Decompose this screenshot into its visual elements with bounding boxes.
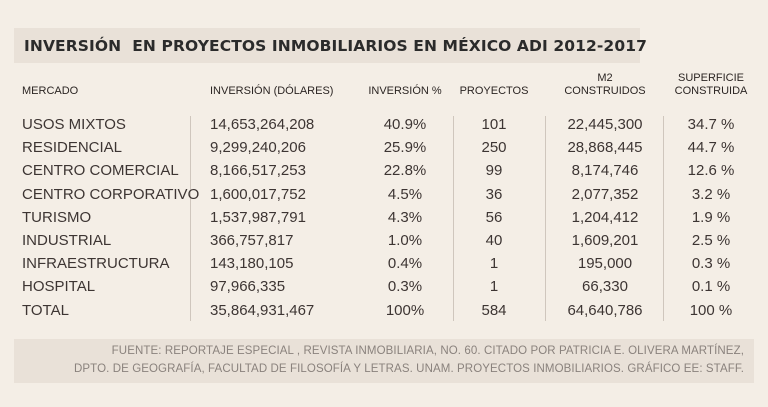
table-cell-inversion-dolares: 366,757,817 [210,232,294,249]
column-divider [453,116,454,321]
table-cell-proyectos: 101 [481,116,507,133]
table-cell-mercado: CENTRO COMERCIAL [22,162,179,180]
table-cell-inversion-pct: 40.9% [383,116,427,133]
col-header-mercado: MERCADO [22,85,79,97]
table-cell-inversion-dolares: 8,166,517,253 [210,162,306,180]
table-cell-inversion-dolares: 35,864,931,467 [210,301,315,319]
table-cell-superficie-construida: 44.7 % [687,139,735,157]
table-cell-inversion-pct: 4.3% [387,208,423,226]
column-divider [190,116,191,321]
table-cell-inversion-pct: 4.5% [387,185,423,203]
col-header-inversion-dolares: INVERSIÓN (DÓLARES) [210,85,334,97]
table-cell-mercado: RESIDENCIAL [22,139,123,157]
table-cell-superficie-construida: 34.7 % [687,116,735,133]
table-cell-m2-construidos: 66,330 [582,278,628,296]
col-header-m2-construidos: M2 CONSTRUIDOS [564,72,646,97]
table-cell-mercado: HOSPITAL [22,278,96,296]
table-cell-m2-construidos: 64,640,786 [567,301,643,319]
table-cell-proyectos: 36 [485,185,503,203]
table-cell-inversion-pct: 22.8% [383,162,427,180]
table-cell-superficie-construida: 12.6 % [687,162,735,180]
table-cell-m2-construidos: 195,000 [577,255,633,273]
table-cell-proyectos: 1 [489,255,499,273]
column-divider [663,116,664,321]
source-line-1: FUENTE: REPORTAJE ESPECIAL , REVISTA INM… [111,345,744,357]
table-cell-mercado: INFRAESTRUCTURA [22,255,170,273]
table-cell-mercado: TURISMO [22,208,92,226]
table-cell-m2-construidos: 22,445,300 [567,116,643,133]
table-cell-mercado: TOTAL [22,301,69,319]
table-cell-superficie-construida: 0.1 % [691,278,731,296]
col-header-inversion-pct: INVERSIÓN % [368,85,442,97]
table-cell-inversion-pct: 1.0% [387,232,423,249]
table-cell-m2-construidos: 2,077,352 [571,185,639,203]
table-cell-inversion-dolares: 14,653,264,208 [210,116,315,133]
table-cell-inversion-pct: 0.4% [387,255,423,273]
table-cell-proyectos: 99 [485,162,503,180]
table-cell-m2-construidos: 1,609,201 [571,232,639,249]
source-box: FUENTE: REPORTAJE ESPECIAL , REVISTA INM… [14,339,754,383]
table-cell-proyectos: 584 [481,301,507,319]
table-cell-superficie-construida: 100 % [689,301,733,319]
table-cell-inversion-dolares: 1,600,017,752 [210,185,306,203]
table-cell-m2-construidos: 1,204,412 [571,208,639,226]
table-cell-m2-construidos: 8,174,746 [571,162,639,180]
table-cell-m2-construidos: 28,868,445 [567,139,643,157]
table-cell-proyectos: 250 [481,139,507,157]
col-header-superficie-construida: SUPERFICIE CONSTRUIDA [674,72,748,97]
table-cell-inversion-pct: 25.9% [383,139,427,157]
table-cell-proyectos: 1 [489,278,499,296]
table-cell-inversion-pct: 100% [385,301,425,319]
table-cell-inversion-pct: 0.3% [387,278,423,296]
col-header-proyectos: PROYECTOS [459,85,529,97]
table-cell-inversion-dolares: 97,966,335 [210,278,286,296]
title-bar: INVERSIÓN EN PROYECTOS INMOBILIARIOS EN … [14,28,647,63]
table-cell-mercado: USOS MIXTOS [22,116,126,133]
table-cell-superficie-construida: 2.5 % [691,232,731,249]
source-line-2: DPTO. DE GEOGRAFÍA, FACULTAD DE FILOSOFÍ… [74,363,744,375]
table-cell-inversion-dolares: 1,537,987,791 [210,208,306,226]
table-cell-superficie-construida: 0.3 % [691,255,731,273]
table-cell-inversion-dolares: 9,299,240,206 [210,139,306,157]
table-cell-mercado: CENTRO CORPORATIVO [22,185,200,203]
table-cell-superficie-construida: 3.2 % [691,185,731,203]
table-cell-proyectos: 40 [485,232,503,249]
table-cell-mercado: INDUSTRIAL [22,232,112,249]
table-cell-inversion-dolares: 143,180,105 [210,255,294,273]
table-cell-proyectos: 56 [485,208,503,226]
chart-title: INVERSIÓN EN PROYECTOS INMOBILIARIOS EN … [24,36,647,55]
column-divider [545,116,546,321]
table-cell-superficie-construida: 1.9 % [691,208,731,226]
